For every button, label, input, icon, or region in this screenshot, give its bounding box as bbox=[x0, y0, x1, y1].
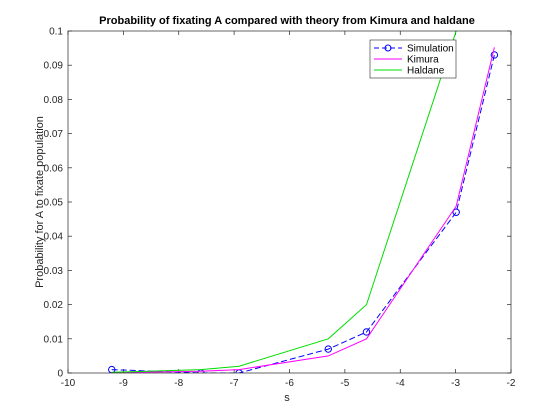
y-tick-label: 0.03 bbox=[44, 266, 64, 277]
x-tick-label: -4 bbox=[396, 378, 405, 389]
data-point-simulation bbox=[490, 51, 499, 59]
series-line-kimura bbox=[111, 47, 495, 373]
data-point-simulation bbox=[324, 345, 332, 353]
legend-label-haldane: Haldane bbox=[407, 66, 445, 77]
x-tick-label: -2 bbox=[507, 378, 516, 389]
legend-label-simulation: Simulation bbox=[407, 44, 454, 55]
chart-title: Probability of fixating A compared with … bbox=[99, 15, 475, 27]
y-tick-label: 0.09 bbox=[44, 61, 64, 72]
legend-label-kimura: Kimura bbox=[407, 55, 439, 66]
x-axis-label: s bbox=[284, 392, 290, 404]
y-tick-label: 0 bbox=[57, 369, 63, 380]
y-tick-label: 0.01 bbox=[44, 334, 64, 345]
plot-frame bbox=[67, 30, 512, 374]
x-tick-label: -8 bbox=[174, 378, 183, 389]
data-point-simulation bbox=[362, 328, 371, 336]
x-tick-label: -9 bbox=[119, 378, 128, 389]
y-tick-label: 0.05 bbox=[44, 198, 64, 209]
data-point-simulation bbox=[452, 208, 460, 216]
y-axis-label: Probability for A to fixate population bbox=[34, 116, 46, 288]
x-tick-label: -10 bbox=[61, 378, 76, 389]
x-tick-label: -3 bbox=[451, 378, 460, 389]
y-tick-label: 0.06 bbox=[44, 163, 64, 174]
x-tick-label: -7 bbox=[230, 378, 239, 389]
y-tick-label: 0.02 bbox=[44, 300, 64, 311]
legend-marker-simulation bbox=[384, 44, 392, 52]
plot-area bbox=[68, 31, 511, 373]
series-line-simulation bbox=[111, 54, 495, 373]
y-tick-label: 0.08 bbox=[44, 95, 64, 106]
x-tick-label: -6 bbox=[285, 378, 294, 389]
series-line-haldane bbox=[111, 31, 457, 373]
y-tick-label: 0.07 bbox=[44, 129, 64, 140]
x-tick-label: -5 bbox=[340, 378, 349, 389]
y-tick-label: 0.04 bbox=[44, 232, 64, 243]
y-tick-label: 0.1 bbox=[49, 27, 63, 38]
plot-background bbox=[68, 31, 511, 373]
